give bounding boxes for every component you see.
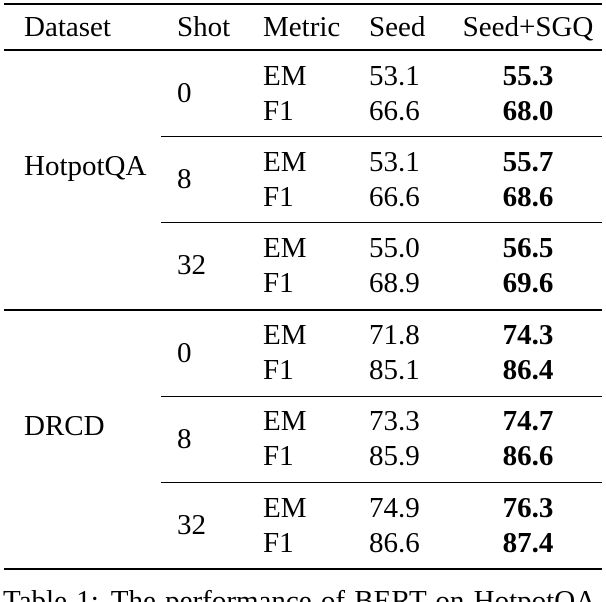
caption-text: The performance of BERT on HotpotQA	[110, 585, 597, 602]
dataset-label: DRCD	[24, 409, 105, 442]
seed-sgq-value: 86.6	[454, 439, 602, 483]
shot-cell: 0	[161, 50, 249, 138]
dataset-cell: DRCD	[4, 310, 161, 570]
table-row: 32 EM 74.9 76.3	[4, 482, 602, 539]
seed-sgq-value: 87.4	[502, 526, 554, 559]
seed-value: 85.1	[344, 353, 454, 397]
seed-sgq-value: 56.5	[502, 231, 554, 264]
seed-value: 74.9	[369, 491, 420, 524]
seed-value: 66.6	[344, 179, 454, 224]
table-row: F1 85.1 86.4	[4, 353, 602, 397]
col-header-seed: Seed	[344, 4, 454, 51]
metric-cell: F1	[249, 93, 344, 138]
shot-cell: 8	[161, 136, 249, 224]
table-row: HotpotQA 0 EM 53.1 55.3	[4, 50, 602, 311]
seed-sgq-value: 74.3	[502, 319, 554, 352]
table-row: F1 66.6 68.6	[4, 179, 602, 224]
seed-sgq-value: 68.6	[454, 179, 602, 224]
col-header-dataset: Dataset	[4, 4, 161, 51]
seed-sgq-value: 74.7	[502, 405, 554, 438]
table-row: DRCD 0 EM 71.8 74.3	[4, 309, 602, 440]
seed-value: 68.9	[344, 265, 454, 311]
table-row: 8 EM 53.1 55.7	[4, 136, 602, 224]
table-row: F1 86.6 87.4	[4, 526, 602, 570]
seed-sgq-value: 55.3	[502, 59, 554, 92]
col-header-metric: Metric	[249, 4, 344, 51]
seed-value: 73.3	[369, 405, 420, 438]
seed-value: 71.8	[369, 319, 420, 352]
shot-cell: 8	[161, 396, 249, 483]
metric-cell: EM	[263, 145, 307, 178]
seed-sgq-value: 69.6	[454, 265, 602, 311]
paper-table-page: Dataset Shot Metric Seed Seed+SGQ Hotpot…	[0, 3, 606, 602]
seed-value: 55.0	[369, 231, 420, 264]
caption-label: Table 1:	[3, 585, 99, 602]
seed-sgq-value: 68.0	[454, 93, 602, 138]
dataset-label: HotpotQA	[24, 150, 147, 183]
results-table: Dataset Shot Metric Seed Seed+SGQ Hotpot…	[4, 3, 602, 571]
shot-cell: 32	[177, 509, 206, 542]
col-header-seed-sgq: Seed+SGQ	[454, 4, 602, 51]
metric-cell: F1	[263, 526, 294, 559]
table-caption: Table 1: The performance of BERT on Hotpo…	[3, 587, 606, 602]
seed-value: 53.1	[369, 59, 420, 92]
metric-cell: EM	[263, 405, 307, 438]
metric-cell: EM	[263, 59, 307, 92]
shot-cell: 32	[161, 222, 249, 311]
metric-cell: F1	[249, 439, 344, 483]
metric-cell: F1	[249, 179, 344, 224]
table-row: F1 66.6 68.0	[4, 93, 602, 138]
metric-cell: EM	[263, 491, 307, 524]
metric-cell: F1	[249, 265, 344, 311]
seed-sgq-value: 76.3	[502, 491, 554, 524]
table-row: 8 EM 73.3 74.7	[4, 396, 602, 483]
metric-cell: F1	[249, 353, 344, 397]
dataset-cell: HotpotQA	[4, 50, 161, 311]
shot-cell: 0	[161, 309, 249, 397]
seed-value: 53.1	[369, 145, 420, 178]
table-row: F1 68.9 69.6	[4, 265, 602, 311]
header-row: Dataset Shot Metric Seed Seed+SGQ	[4, 4, 602, 51]
metric-cell: EM	[263, 319, 307, 352]
metric-cell: EM	[263, 231, 307, 264]
seed-value: 86.6	[369, 526, 420, 559]
table-row: F1 85.9 86.6	[4, 439, 602, 483]
seed-sgq-value: 55.7	[502, 145, 554, 178]
table-row: 32 EM 55.0 56.5	[4, 222, 602, 311]
col-header-shot: Shot	[161, 4, 249, 51]
seed-value: 66.6	[344, 93, 454, 138]
seed-value: 85.9	[344, 439, 454, 483]
seed-sgq-value: 86.4	[454, 353, 602, 397]
